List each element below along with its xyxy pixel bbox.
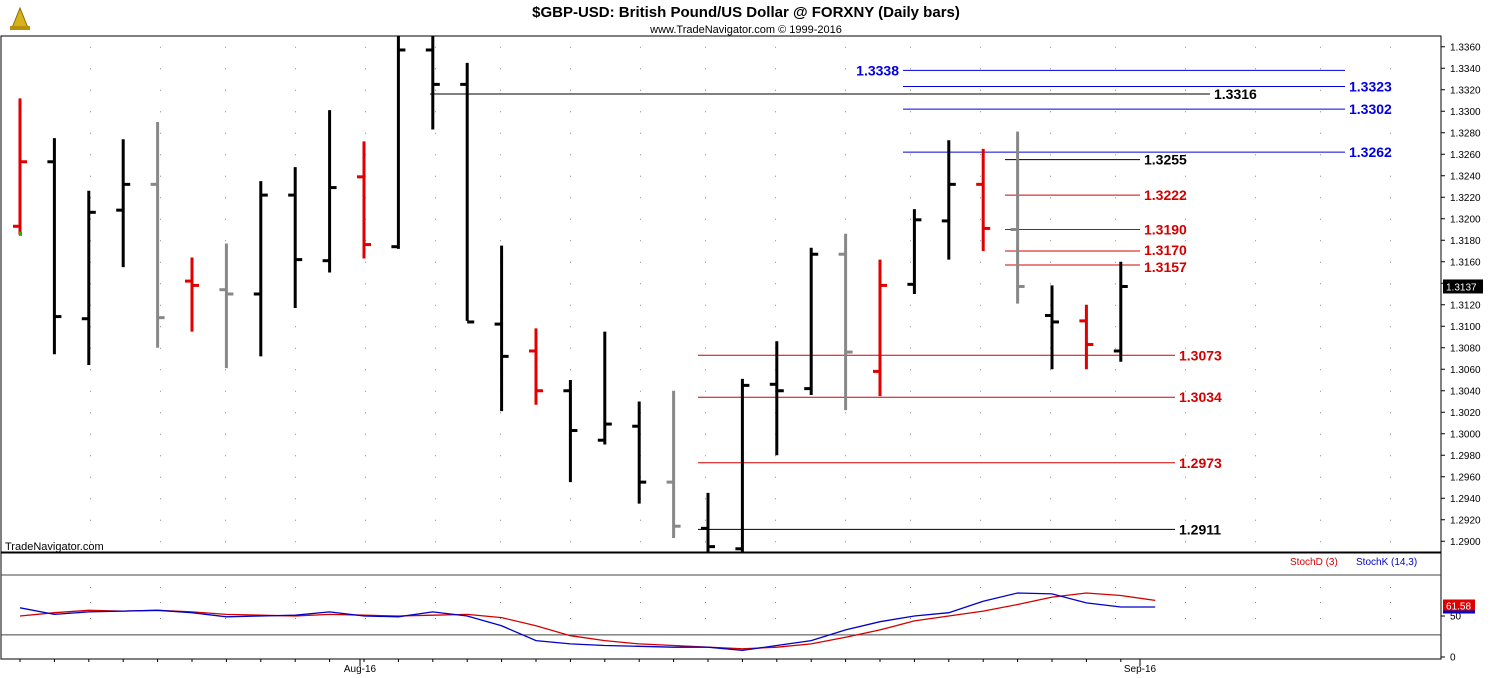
price-tick-label: 1.2960 [1450, 472, 1481, 483]
price-tick-label: 1.3180 [1450, 236, 1481, 247]
level-label: 1.3190 [1144, 222, 1187, 238]
price-tick-label: 1.3220 [1450, 193, 1481, 204]
series-line [19, 592, 1156, 652]
ohlc-bar [357, 141, 371, 259]
price-pane [0, 35, 1442, 553]
ohlc-bar [391, 36, 406, 249]
ohlc-bar [288, 167, 303, 308]
price-tick-label: 1.3040 [1450, 386, 1481, 397]
price-tick-label: 1.2980 [1450, 451, 1481, 462]
date-axis: Aug-16 Sep-16 [1, 658, 1441, 675]
legend-stochk: StochK (14,3) [1356, 557, 1417, 568]
ohlc-bar [494, 245, 509, 412]
stoch-value-tag [1443, 599, 1475, 613]
ohlc-bar [185, 257, 199, 332]
price-axis: 1.3360 1.3340 1.3320 1.3300 1.3280 1.3260 1.32… [1441, 42, 1483, 548]
stoch-tick-label: 50 [1450, 612, 1462, 623]
ohlc-bar [47, 138, 62, 355]
price-tick-label: 1.3300 [1450, 107, 1481, 118]
ohlc-bar [322, 110, 337, 273]
level-label: 1.3323 [1349, 79, 1392, 95]
level-label: 1.3262 [1349, 144, 1392, 160]
ohlc-bar [735, 378, 750, 552]
level-label: 1.3222 [1144, 187, 1187, 203]
first-bar-marker [19, 231, 22, 236]
price-tick-label: 1.3080 [1450, 343, 1481, 354]
series-line [19, 592, 1156, 650]
price-tick-label: 1.3120 [1450, 300, 1481, 311]
stochk-value-tag [1443, 610, 1475, 614]
fibonacci-levels: 1.3338 1.3323 1.3316 1.3302 1.3262 1.3255 1.32… [430, 62, 1392, 537]
ohlc-bar [701, 492, 715, 552]
last-price-tag [1443, 279, 1483, 294]
level-label: 1.3034 [1179, 389, 1222, 405]
price-tick-label: 1.3000 [1450, 429, 1481, 440]
price-tick-label: 1.3200 [1450, 214, 1481, 225]
ohlc-bar [632, 401, 647, 504]
price-tick-label: 1.3340 [1450, 64, 1481, 75]
ohlc-bar [529, 328, 543, 405]
chart-title: $GBP-USD: British Pound/US Dollar @ FORX… [532, 4, 960, 21]
price-tick-label: 1.3360 [1450, 42, 1481, 53]
level-label: 1.2973 [1179, 455, 1222, 471]
stochastic-lines [19, 592, 1156, 652]
price-tick-label: 1.3100 [1450, 322, 1481, 333]
price-tick-label: 1.3020 [1450, 408, 1481, 419]
ohlc-bar [116, 139, 131, 268]
level-label: 1.3073 [1179, 347, 1222, 363]
legend-stochd: StochD (3) [1290, 557, 1338, 568]
ohlc-bar [1045, 285, 1059, 370]
price-tick-label: 1.3280 [1450, 128, 1481, 139]
price-bars [13, 36, 1128, 552]
stoch-tick-label: 0 [1450, 653, 1456, 664]
stochastic-grid [1, 574, 1441, 636]
ohlc-bar [150, 122, 165, 348]
ohlc-bar [460, 62, 475, 324]
ohlc-bar [563, 380, 578, 483]
ohlc-bar [1079, 304, 1094, 370]
price-tick-label: 1.2900 [1450, 537, 1481, 548]
date-tick-label: Sep-16 [1124, 664, 1157, 675]
ohlc-bar [976, 148, 991, 251]
ohlc-bar [769, 341, 784, 456]
ohlc-bar [873, 259, 887, 397]
price-tick-label: 1.3320 [1450, 85, 1481, 96]
price-tick-label: 1.3060 [1450, 365, 1481, 376]
level-label: 1.3170 [1144, 242, 1187, 258]
date-tick-label: Aug-16 [344, 664, 377, 675]
ohlc-bar [1113, 261, 1128, 362]
ohlc-bar [597, 331, 612, 445]
ohlc-bar [1010, 131, 1025, 304]
ohlc-bar [804, 247, 819, 396]
ohlc-bar [425, 36, 440, 130]
ohlc-bar [219, 243, 234, 369]
ohlc-bar [838, 233, 853, 411]
ohlc-bar [81, 190, 96, 365]
level-label: 1.3302 [1349, 101, 1392, 117]
ohlc-bar [666, 390, 681, 539]
last-price-label: 1.3137 [1446, 282, 1477, 293]
stochastic-axis: 50 0 61.58 [1441, 599, 1475, 664]
price-tick-label: 1.3240 [1450, 171, 1481, 182]
level-label: 1.3338 [856, 62, 899, 78]
price-tick-label: 1.2940 [1450, 494, 1481, 505]
logo-icon [8, 6, 32, 32]
ohlc-bar [253, 181, 268, 357]
level-label: 1.3255 [1144, 152, 1187, 168]
level-label: 1.2911 [1179, 521, 1221, 537]
price-tick-label: 1.3260 [1450, 150, 1481, 161]
stochastic-pane [0, 552, 1442, 660]
level-label: 1.3316 [1214, 86, 1257, 102]
ohlc-bar [13, 98, 27, 235]
level-label: 1.3157 [1144, 259, 1187, 275]
ohlc-bar [907, 209, 922, 294]
price-tick-label: 1.3160 [1450, 257, 1481, 268]
chart-subtitle: www.TradeNavigator.com © 1999-2016 [649, 24, 842, 36]
ohlc-bar [941, 140, 956, 260]
stoch-value-label: 61.58 [1446, 602, 1471, 613]
watermark: TradeNavigator.com [5, 541, 104, 553]
price-tick-label: 1.2920 [1450, 515, 1481, 526]
